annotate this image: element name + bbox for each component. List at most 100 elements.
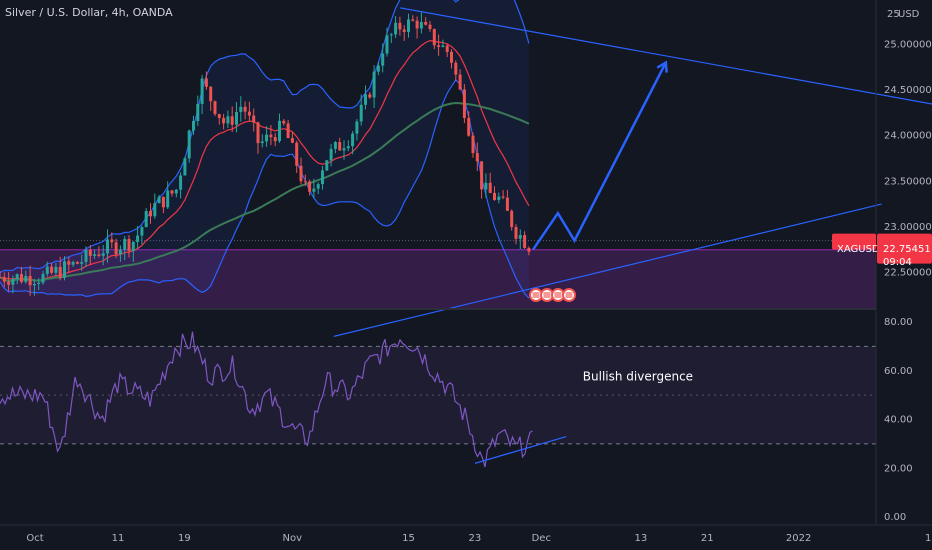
date-tick-label: Oct [26, 533, 43, 544]
projection-arrowhead [656, 60, 668, 73]
candle-body [329, 148, 333, 161]
candle-body [101, 253, 105, 256]
rsi-axis[interactable]: 80.00 60.00 40.00 20.00 0.00 [884, 317, 913, 523]
candle-body [355, 121, 359, 134]
price-tick-label: 23.00000 [884, 222, 932, 233]
candle-body [230, 116, 234, 125]
candle-body [376, 65, 380, 72]
candle-body [398, 22, 402, 30]
candle-body [523, 235, 527, 248]
candle-body [93, 254, 97, 256]
candle-body [394, 22, 398, 35]
price-axis-top-label: 25 [887, 9, 900, 20]
candle-body [269, 134, 273, 138]
trendline[interactable] [333, 203, 882, 337]
symbol-label: XAGUSD [837, 244, 880, 255]
candle-body [295, 142, 299, 166]
candle-body [437, 45, 441, 47]
projection-path[interactable] [531, 62, 667, 251]
candle-body [179, 175, 183, 190]
price-tick-label: 22.50000 [884, 268, 932, 279]
candle-body [458, 74, 462, 90]
candle-body [316, 184, 320, 189]
candle-body [514, 227, 518, 239]
candle-body [308, 181, 312, 192]
candle-body [20, 274, 23, 282]
candle-body [161, 196, 165, 208]
candle-body [424, 21, 428, 25]
candle-body [359, 104, 363, 122]
candle-body [381, 53, 385, 66]
candle-body [441, 45, 445, 47]
candle-body [200, 78, 204, 104]
candle-body [106, 239, 109, 254]
candle-body [75, 261, 79, 264]
date-tick-label: 13 [635, 533, 648, 544]
trendline[interactable] [400, 7, 932, 118]
time-axis[interactable]: Oct 11 19 Nov 15 23 Dec 13 21 2022 17 [26, 533, 932, 544]
date-tick-label: Nov [283, 533, 303, 544]
candle-body [88, 249, 92, 256]
candle-body [131, 241, 135, 252]
candle-body [71, 261, 75, 265]
candle-body [54, 266, 58, 273]
date-tick-label: 23 [469, 533, 482, 544]
candle-body [37, 282, 41, 284]
candle-body [123, 238, 127, 250]
candle-body [462, 89, 466, 119]
candle-body [385, 35, 389, 54]
rsi-line [0, 331, 533, 468]
candle-body [450, 51, 453, 63]
currency-label: USD [898, 9, 920, 20]
candle-body [290, 138, 294, 143]
date-tick-label: 21 [701, 533, 714, 544]
candle-body [97, 254, 101, 256]
rsi-tick-label: 0.00 [884, 512, 906, 523]
candle-body [415, 20, 419, 29]
candle-body [518, 235, 522, 239]
candle-body [149, 211, 152, 217]
candle-body [282, 120, 286, 124]
candle-body [256, 122, 260, 144]
us-flag-event-stripes [554, 292, 562, 298]
date-tick-label: Dec [532, 533, 551, 544]
candle-body [226, 116, 230, 124]
chart-title: Silver / U.S. Dollar, 4h, OANDA [5, 6, 173, 19]
candle-body [166, 190, 170, 208]
price-countdown: 09:04 [883, 257, 912, 268]
candle-body [196, 103, 200, 121]
candle-body [213, 101, 217, 115]
candle-body [484, 182, 488, 190]
candle-body [338, 142, 342, 151]
candle-body [325, 160, 329, 171]
candle-body [157, 196, 161, 204]
candle-body [265, 134, 269, 142]
candle-body [24, 275, 28, 282]
candle-body [183, 158, 187, 176]
candle-body [192, 120, 195, 131]
candle-body [299, 165, 303, 182]
candle-body [260, 141, 264, 144]
candle-body [110, 239, 114, 243]
candle-body [45, 266, 49, 274]
candle-body [321, 170, 324, 185]
price-tick-label: 25.00000 [884, 39, 932, 50]
candle-body [411, 19, 415, 21]
ema-line [0, 39, 530, 282]
candle-body [493, 192, 496, 201]
date-tick-label: 11 [112, 533, 125, 544]
rsi-tick-label: 20.00 [884, 463, 913, 474]
candle-body [372, 71, 376, 98]
candle-body [84, 249, 88, 263]
price-tick-label: 24.00000 [884, 131, 932, 142]
candle-body [247, 111, 251, 116]
price-axis[interactable]: 25.00000 24.50000 24.00000 23.50000 23.00000… [884, 39, 932, 278]
candle-body [2, 277, 6, 282]
candle-body [209, 86, 213, 102]
candle-body [222, 117, 226, 124]
candle-body [467, 118, 471, 136]
divergence-line[interactable] [474, 435, 567, 464]
candle-body [527, 247, 531, 252]
candle-body [41, 273, 45, 283]
